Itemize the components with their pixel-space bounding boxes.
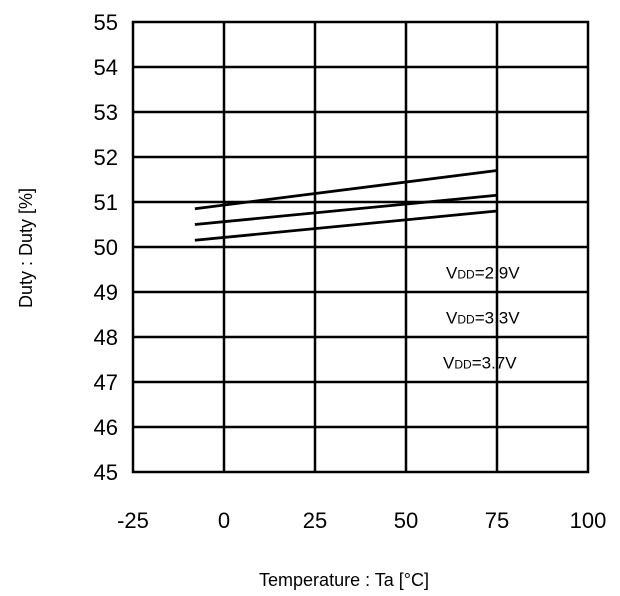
series-line [194, 169, 498, 211]
y-tick-label: 55 [94, 10, 118, 35]
y-tick-label: 53 [94, 100, 118, 125]
legend: VDD=2.9V VDD=3.3V VDD=3.7V [443, 264, 520, 373]
y-tick-label: 46 [94, 415, 118, 440]
y-tick-labels: 45 46 47 48 49 50 51 52 53 54 55 [94, 10, 118, 485]
series-line [194, 209, 498, 242]
y-tick-label: 48 [94, 325, 118, 350]
x-tick-label: 75 [485, 508, 509, 533]
chart-grid [131, 20, 590, 474]
legend-label: VDD=3.3V [446, 309, 520, 328]
x-tick-label: 25 [303, 508, 327, 533]
x-tick-label: 0 [218, 508, 230, 533]
y-tick-label: 51 [94, 190, 118, 215]
y-tick-label: 45 [94, 460, 118, 485]
x-tick-label: 50 [394, 508, 418, 533]
x-tick-labels: -25 0 25 50 75 100 [117, 508, 606, 533]
y-tick-label: 52 [94, 145, 118, 170]
y-axis-label: Duty : Duty [%] [16, 188, 36, 308]
series-lines [194, 169, 498, 242]
y-tick-label: 49 [94, 280, 118, 305]
legend-label: VDD=2.9V [446, 264, 520, 283]
y-tick-label: 54 [94, 55, 118, 80]
y-tick-label: 47 [94, 370, 118, 395]
x-axis-label: Temperature : Ta [°C] [259, 570, 429, 590]
y-tick-label: 50 [94, 235, 118, 260]
series-line [194, 193, 498, 226]
legend-label: VDD=3.7V [443, 354, 517, 373]
x-tick-label: 100 [570, 508, 607, 533]
x-tick-label: -25 [117, 508, 149, 533]
